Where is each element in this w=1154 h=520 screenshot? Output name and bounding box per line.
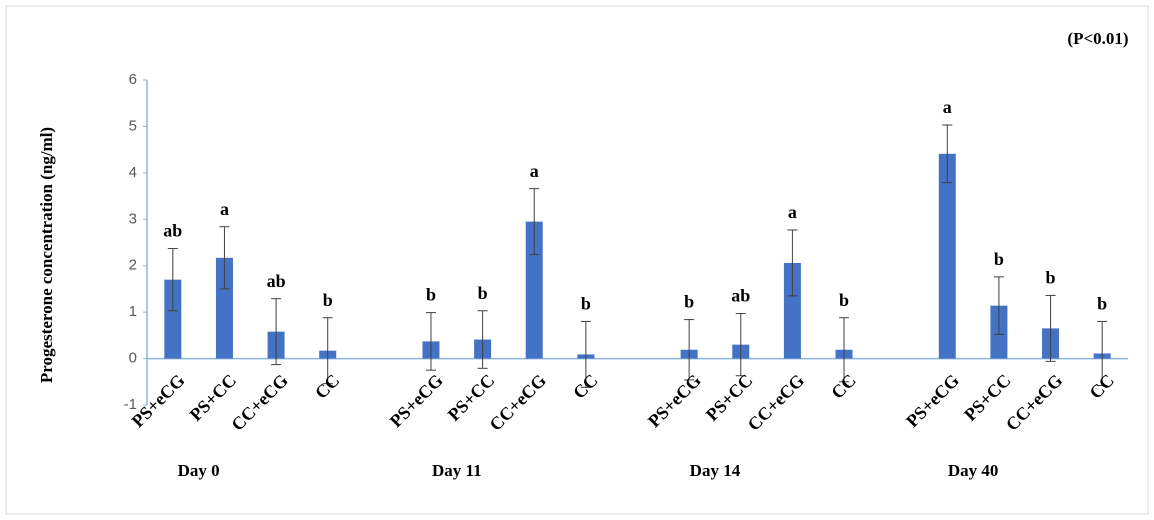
significance-letter: b [684, 292, 694, 312]
error-bar [219, 226, 230, 290]
y-tick-label: 6 [129, 71, 137, 88]
significance-letter: b [994, 249, 1004, 269]
error-bar [580, 320, 591, 388]
significance-letter: ab [731, 286, 750, 306]
significance-letter: ab [267, 271, 286, 291]
y-tick-label: 1 [129, 303, 137, 320]
bar [164, 279, 182, 359]
group-label: Day 0 [178, 461, 220, 480]
significance-letter: a [530, 161, 539, 181]
y-tick-label: 3 [129, 210, 137, 227]
y-tick-label: 4 [129, 164, 137, 181]
error-bar [787, 229, 798, 297]
error-bar [942, 124, 953, 184]
error-bar [271, 298, 282, 366]
significance-letter: b [478, 283, 488, 303]
error-bar [993, 276, 1004, 335]
error-bar [839, 317, 850, 383]
significance-letter: b [323, 290, 333, 310]
y-axis-label: Progesterone concentration (ng/ml) [37, 127, 56, 383]
bar [215, 257, 233, 359]
significance-letter: a [943, 97, 952, 117]
y-tick-label: -1 [124, 396, 137, 413]
y-tick-label: 0 [129, 350, 137, 367]
y-tick-label: 5 [129, 117, 137, 134]
significance-letter: b [1046, 268, 1056, 288]
significance-letter: b [839, 290, 849, 310]
significance-letter: b [1097, 294, 1107, 314]
group-label: Day 14 [690, 461, 741, 480]
group-label: Day 11 [432, 461, 482, 480]
bar [525, 221, 543, 359]
chart-border [5, 5, 1149, 515]
error-bar [684, 319, 695, 381]
error-bar [167, 248, 178, 312]
significance-letter: ab [163, 221, 182, 241]
bar [783, 262, 801, 359]
error-bar [735, 313, 746, 377]
error-bar [1097, 320, 1108, 386]
group-label: Day 40 [948, 461, 999, 480]
error-bar [425, 312, 436, 371]
error-bar [529, 188, 540, 256]
significance-letter: b [581, 294, 591, 314]
y-tick-label: 2 [129, 257, 137, 274]
significance-letter: b [426, 285, 436, 305]
error-bar [1045, 294, 1056, 362]
error-bar [477, 310, 488, 369]
significance-letter: a [220, 199, 229, 219]
significance-letter: a [788, 202, 797, 222]
annotation: (P<0.01) [1067, 29, 1128, 48]
error-bar [322, 317, 333, 385]
bar [938, 153, 956, 359]
